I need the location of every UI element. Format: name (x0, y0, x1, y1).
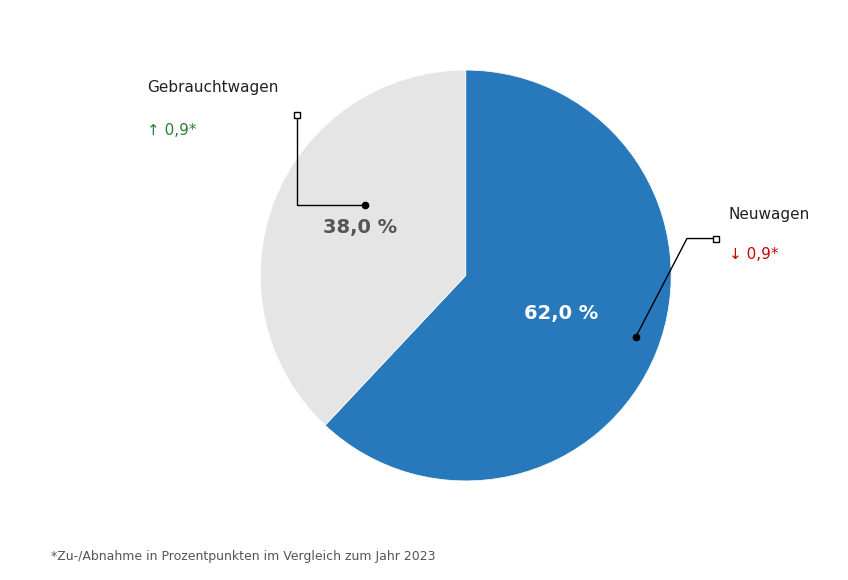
Text: Gebrauchtwagen: Gebrauchtwagen (148, 79, 279, 95)
Text: ↑ 0,9*: ↑ 0,9* (148, 124, 197, 139)
Wedge shape (325, 70, 671, 481)
Text: 62,0 %: 62,0 % (524, 304, 599, 323)
Wedge shape (260, 70, 466, 425)
Text: ↓ 0,9*: ↓ 0,9* (728, 246, 778, 262)
Text: Neuwagen: Neuwagen (728, 207, 810, 222)
Text: 38,0 %: 38,0 % (323, 218, 397, 237)
Text: *Zu-/Abnahme in Prozentpunkten im Vergleich zum Jahr 2023: *Zu-/Abnahme in Prozentpunkten im Vergle… (51, 550, 435, 563)
